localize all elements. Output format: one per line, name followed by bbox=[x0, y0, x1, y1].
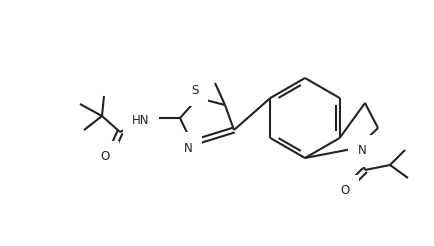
Text: O: O bbox=[340, 184, 350, 198]
Text: S: S bbox=[191, 83, 199, 96]
Text: HN: HN bbox=[132, 114, 150, 127]
Text: O: O bbox=[100, 151, 110, 164]
Text: N: N bbox=[358, 144, 366, 157]
Text: N: N bbox=[184, 141, 192, 154]
